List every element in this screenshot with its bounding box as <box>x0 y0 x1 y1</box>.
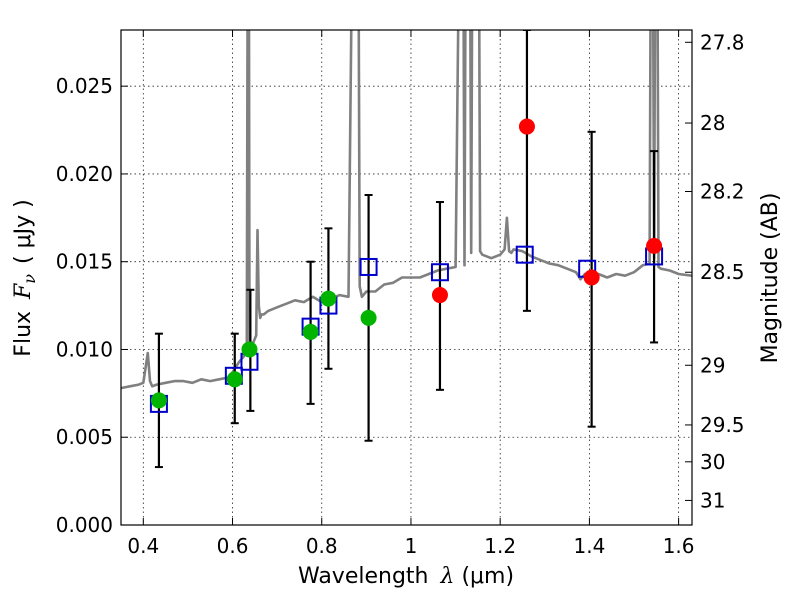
green-data-point <box>320 290 337 307</box>
plot-frame <box>120 29 693 526</box>
red-data-point <box>583 269 600 286</box>
y-tick-label: 0.000 <box>56 513 113 537</box>
x-tick-label: 0.8 <box>306 534 338 558</box>
green-data-point <box>302 323 319 340</box>
y-tick-label: 0.015 <box>56 250 113 274</box>
green-point-layer <box>150 290 377 409</box>
x-tick-label: 1.6 <box>663 534 695 558</box>
red-data-point <box>646 237 663 254</box>
model-square <box>430 263 449 282</box>
y2-tick-label: 28 <box>700 111 725 135</box>
y2-tick-label: 27.8 <box>700 30 745 54</box>
y-axis-symbol: F <box>11 283 36 300</box>
x-tick-label: 1 <box>405 534 418 558</box>
y2-axis-ticks: 27.8 28 28.2 28.5 29 29.5 30 31 <box>685 30 745 512</box>
y-tick-label: 0.010 <box>56 337 113 361</box>
y2-tick-label: 30 <box>700 450 725 474</box>
y2-tick-label: 28.5 <box>700 260 745 284</box>
x-tick-label: 0.4 <box>127 534 159 558</box>
x-axis-symbol: λ <box>439 564 454 589</box>
x-axis-label-text: Wavelength <box>298 564 429 589</box>
x-axis-unit: (μm) <box>461 564 514 589</box>
grid <box>121 30 692 526</box>
green-data-point <box>150 392 167 409</box>
y-axis-ticks: 0.000 0.005 0.010 0.015 0.020 0.025 <box>56 74 128 537</box>
y-axis-unit: ( μJy ) <box>11 199 36 264</box>
model-square-layer <box>149 245 664 413</box>
x-tick-label: 0.6 <box>217 534 249 558</box>
spectrum-line <box>121 30 692 390</box>
red-data-point <box>431 287 448 304</box>
x-tick-label: 1.4 <box>573 534 605 558</box>
y2-tick-label: 28.2 <box>700 179 745 203</box>
green-data-point <box>360 309 377 326</box>
spectrum-layer <box>121 30 692 390</box>
y2-tick-label: 31 <box>700 488 725 512</box>
y-tick-label: 0.005 <box>56 425 113 449</box>
model-square <box>359 257 378 276</box>
y2-tick-label: 29.5 <box>700 413 745 437</box>
y-axis-label: Flux Fν ( μJy ) <box>11 199 39 356</box>
error-bar-layer <box>154 30 659 469</box>
red-data-point <box>518 118 535 135</box>
error-bar <box>522 30 531 312</box>
y-tick-label: 0.020 <box>56 162 113 186</box>
x-axis-label: Wavelength λ (μm) <box>298 564 514 589</box>
x-tick-label: 1.2 <box>484 534 516 558</box>
red-point-layer <box>431 118 663 304</box>
x-axis-ticks: 0.4 0.6 0.8 1 1.2 1.4 1.6 <box>127 30 695 558</box>
green-data-point <box>226 371 243 388</box>
y-tick-label: 0.025 <box>56 74 113 98</box>
y2-axis-label: Magnitude (AB) <box>758 193 783 364</box>
model-square <box>515 245 534 264</box>
y-axis-label-text: Flux <box>11 311 36 357</box>
green-data-point <box>241 341 258 358</box>
y2-tick-label: 29 <box>700 353 725 377</box>
y-axis-subscript: ν <box>20 274 39 284</box>
